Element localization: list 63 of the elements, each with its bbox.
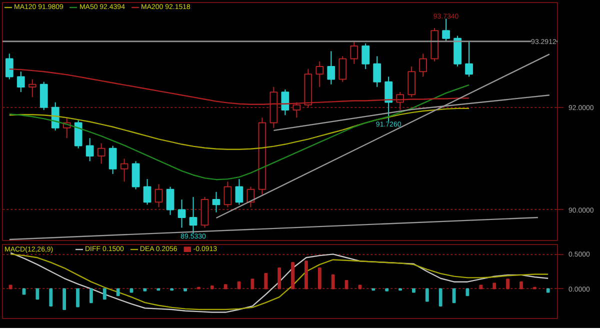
bar bbox=[116, 288, 120, 296]
candlestick bbox=[154, 184, 163, 208]
candlestick bbox=[189, 196, 198, 234]
bar bbox=[143, 288, 147, 292]
bar bbox=[224, 284, 228, 290]
bar bbox=[8, 284, 12, 290]
bar bbox=[89, 288, 93, 304]
candlestick bbox=[166, 186, 174, 216]
candlestick bbox=[108, 145, 117, 174]
candlestick bbox=[97, 142, 106, 164]
bar bbox=[506, 278, 510, 290]
line-series bbox=[8, 84, 470, 180]
candlestick bbox=[28, 78, 36, 98]
candlestick bbox=[281, 89, 290, 116]
bar bbox=[492, 282, 496, 290]
candlestick bbox=[40, 81, 48, 110]
candlestick bbox=[235, 178, 244, 206]
candlestick bbox=[384, 76, 393, 122]
bar bbox=[318, 268, 322, 290]
bar bbox=[412, 288, 416, 293]
candlestick bbox=[143, 178, 152, 206]
candlestick bbox=[316, 60, 324, 88]
candlestick bbox=[212, 191, 220, 213]
candlestick bbox=[327, 50, 336, 85]
bar bbox=[291, 262, 294, 290]
candlestick bbox=[132, 160, 140, 190]
candlestick bbox=[120, 158, 128, 182]
bar bbox=[264, 273, 268, 290]
candlestick bbox=[74, 120, 82, 149]
bar bbox=[479, 284, 483, 290]
candlestick bbox=[373, 56, 382, 88]
bar bbox=[62, 288, 66, 310]
bar bbox=[36, 288, 40, 300]
candlestick bbox=[442, 18, 450, 42]
candlestick bbox=[86, 138, 94, 162]
candlestick bbox=[51, 102, 60, 131]
bar bbox=[344, 280, 348, 290]
bar bbox=[250, 278, 254, 290]
bar bbox=[184, 288, 187, 292]
candlestick bbox=[465, 40, 473, 78]
bar bbox=[49, 288, 53, 307]
bar bbox=[237, 281, 241, 290]
bar bbox=[76, 288, 80, 308]
candlestick bbox=[362, 42, 370, 70]
bar bbox=[385, 288, 389, 292]
candlestick bbox=[224, 181, 232, 208]
candlestick bbox=[338, 56, 347, 82]
bar bbox=[425, 288, 429, 302]
bar bbox=[102, 288, 106, 300]
line-series bbox=[8, 108, 470, 150]
candlestick bbox=[5, 53, 14, 80]
bar bbox=[546, 288, 550, 293]
candlestick bbox=[16, 71, 25, 93]
bar bbox=[331, 274, 335, 290]
candlestick bbox=[178, 199, 186, 228]
bar bbox=[520, 281, 523, 290]
bar bbox=[438, 288, 442, 307]
bar bbox=[358, 284, 362, 290]
candlestick bbox=[350, 40, 358, 64]
bar bbox=[210, 285, 214, 290]
candlestick bbox=[419, 53, 428, 78]
bar bbox=[304, 260, 308, 290]
bar bbox=[278, 268, 282, 290]
